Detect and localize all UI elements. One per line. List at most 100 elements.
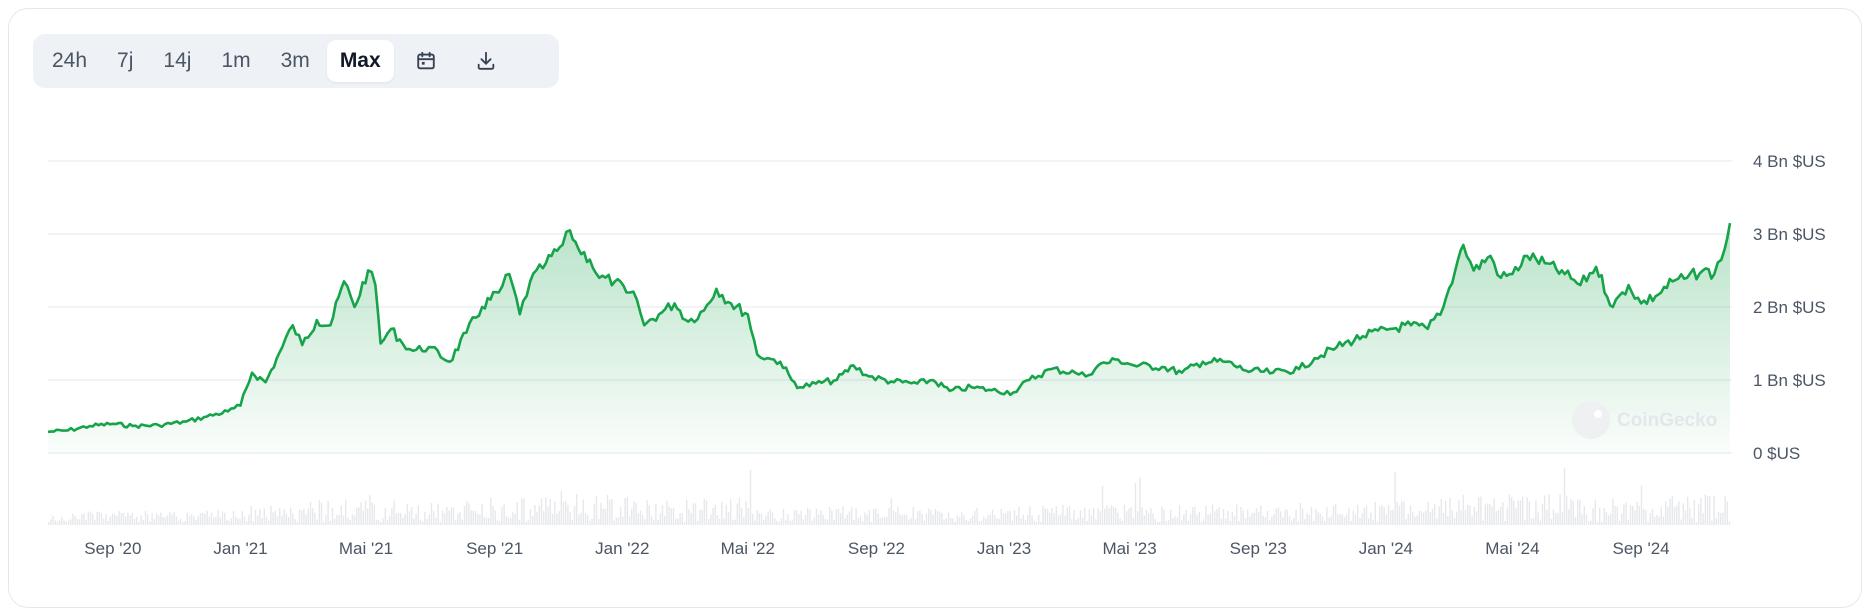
volume-bar	[466, 501, 468, 525]
volume-bar	[642, 515, 644, 525]
volume-bar	[613, 520, 615, 525]
volume-bar	[1471, 516, 1473, 525]
volume-bar	[294, 519, 296, 525]
volume-bar	[382, 518, 384, 525]
volume-bar	[125, 516, 127, 525]
volume-bar	[1480, 496, 1482, 525]
volume-bar	[1185, 510, 1187, 525]
volume-bar	[1508, 494, 1511, 525]
volume-bar	[1484, 504, 1486, 525]
volume-bar	[1665, 501, 1667, 525]
volume-bar	[815, 508, 818, 525]
volume-bar	[859, 516, 862, 525]
range-3m-button[interactable]: 3m	[280, 49, 310, 72]
volume-bar	[1662, 516, 1665, 525]
volume-bar	[285, 513, 287, 525]
volume-bar	[312, 508, 314, 525]
volume-bar	[1222, 508, 1225, 525]
volume-bar	[1244, 518, 1247, 525]
volume-bar	[1634, 510, 1636, 525]
volume-bar	[1385, 514, 1387, 525]
calendar-button[interactable]	[398, 40, 454, 82]
volume-bar	[791, 519, 793, 525]
volume-bar	[1728, 521, 1731, 525]
volume-bar	[105, 513, 107, 525]
volume-bar	[1647, 521, 1649, 525]
range-max-button[interactable]: Max	[326, 40, 394, 82]
volume-bar	[166, 515, 169, 525]
download-button[interactable]	[458, 40, 514, 82]
volume-bar	[173, 512, 175, 525]
volume-bar	[802, 519, 804, 525]
volume-bar	[202, 512, 204, 525]
volume-bar	[677, 518, 679, 525]
volume-bar	[793, 509, 796, 525]
volume-bar	[1128, 508, 1130, 525]
volume-bar	[54, 520, 56, 525]
volume-bar	[1313, 521, 1315, 525]
volume-bar	[919, 510, 921, 525]
volume-bar	[1603, 507, 1605, 525]
volume-bar	[1700, 497, 1702, 525]
volume-bar	[402, 517, 404, 525]
volume-bar	[191, 514, 193, 525]
volume-bar	[1060, 514, 1062, 525]
volume-bar	[650, 515, 653, 525]
volume-bar	[1579, 499, 1581, 525]
y-tick-label: 1 Bn $US	[1753, 371, 1826, 390]
volume-bar	[1119, 518, 1121, 525]
volume-bar	[743, 517, 745, 525]
volume-bar	[1326, 507, 1328, 525]
volume-bar	[899, 514, 901, 525]
volume-bar	[771, 511, 774, 525]
volume-bar	[169, 512, 171, 525]
volume-bar	[1148, 513, 1150, 525]
range-1m-button[interactable]: 1m	[221, 49, 251, 72]
volume-bar	[1297, 521, 1299, 525]
volume-bar	[507, 517, 510, 525]
volume-bar	[551, 513, 554, 525]
volume-bar	[591, 518, 593, 525]
volume-bar	[100, 512, 103, 525]
volume-bar	[1643, 508, 1645, 525]
range-24h-button[interactable]: 24h	[52, 49, 88, 72]
volume-bar	[171, 514, 173, 525]
volume-bar	[1383, 507, 1385, 525]
volume-bar	[441, 510, 444, 525]
volume-bar	[668, 506, 670, 525]
volume-bar	[1238, 521, 1240, 525]
volume-bar	[1698, 504, 1700, 525]
volume-bar	[380, 521, 382, 525]
volume-bar	[468, 503, 470, 525]
volume-bar	[987, 515, 989, 525]
volume-bar	[675, 518, 677, 525]
volume-bar	[789, 520, 791, 525]
range-14d-button[interactable]: 14j	[163, 49, 192, 72]
volume-bar	[56, 521, 59, 525]
volume-bar	[83, 513, 85, 525]
volume-bar	[1205, 505, 1207, 525]
volume-bar	[558, 511, 560, 525]
volume-bar	[723, 518, 725, 525]
volume-bar	[1456, 511, 1458, 525]
volume-bar	[452, 507, 455, 525]
volume-bar	[514, 513, 516, 525]
volume-bar	[767, 511, 769, 525]
range-7d-button[interactable]: 7j	[117, 49, 134, 72]
volume-bar	[1346, 514, 1348, 525]
volume-bar	[1680, 519, 1682, 525]
volume-bar	[1420, 511, 1423, 525]
volume-bar	[769, 509, 771, 525]
volume-bar	[325, 515, 327, 525]
volume-bar	[1053, 513, 1055, 525]
volume-bar	[1020, 518, 1022, 525]
volume-bar	[529, 509, 532, 525]
volume-bar	[1231, 512, 1233, 525]
volume-bar	[1293, 517, 1295, 525]
volume-bar	[604, 509, 606, 525]
volume-bar	[96, 511, 98, 525]
volume-bar	[1324, 521, 1326, 525]
volume-bar	[184, 521, 186, 525]
volume-bar	[884, 517, 886, 525]
volume-bar	[1198, 512, 1200, 525]
